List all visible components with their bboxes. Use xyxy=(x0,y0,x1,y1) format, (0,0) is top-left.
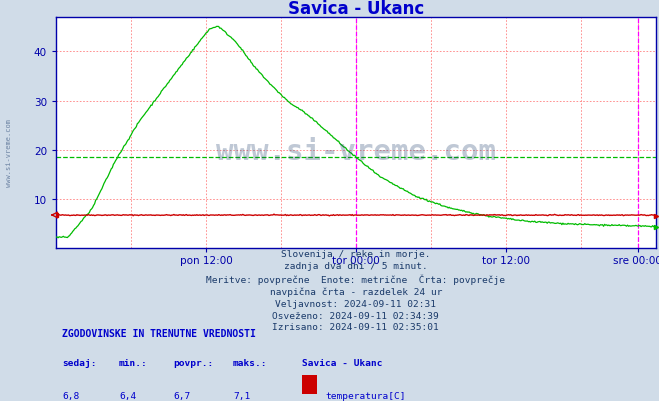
Text: Slovenija / reke in morje.
zadnja dva dni / 5 minut.
Meritve: povprečne  Enote: : Slovenija / reke in morje. zadnja dva dn… xyxy=(206,250,505,331)
Title: Savica - Ukanc: Savica - Ukanc xyxy=(288,0,424,18)
Text: www.si-vreme.com: www.si-vreme.com xyxy=(216,138,496,166)
Text: povpr.:: povpr.: xyxy=(173,358,214,367)
Text: min.:: min.: xyxy=(119,358,148,367)
Text: Savica - Ukanc: Savica - Ukanc xyxy=(302,358,382,367)
Text: 7,1: 7,1 xyxy=(233,391,250,400)
Text: 6,8: 6,8 xyxy=(62,391,79,400)
Text: temperatura[C]: temperatura[C] xyxy=(326,391,407,400)
Text: maks.:: maks.: xyxy=(233,358,268,367)
Text: 6,4: 6,4 xyxy=(119,391,136,400)
Bar xyxy=(302,375,317,394)
Text: 6,7: 6,7 xyxy=(173,391,190,400)
Text: ZGODOVINSKE IN TRENUTNE VREDNOSTI: ZGODOVINSKE IN TRENUTNE VREDNOSTI xyxy=(62,329,256,338)
Text: www.si-vreme.com: www.si-vreme.com xyxy=(5,118,12,186)
Text: sedaj:: sedaj: xyxy=(62,358,96,367)
